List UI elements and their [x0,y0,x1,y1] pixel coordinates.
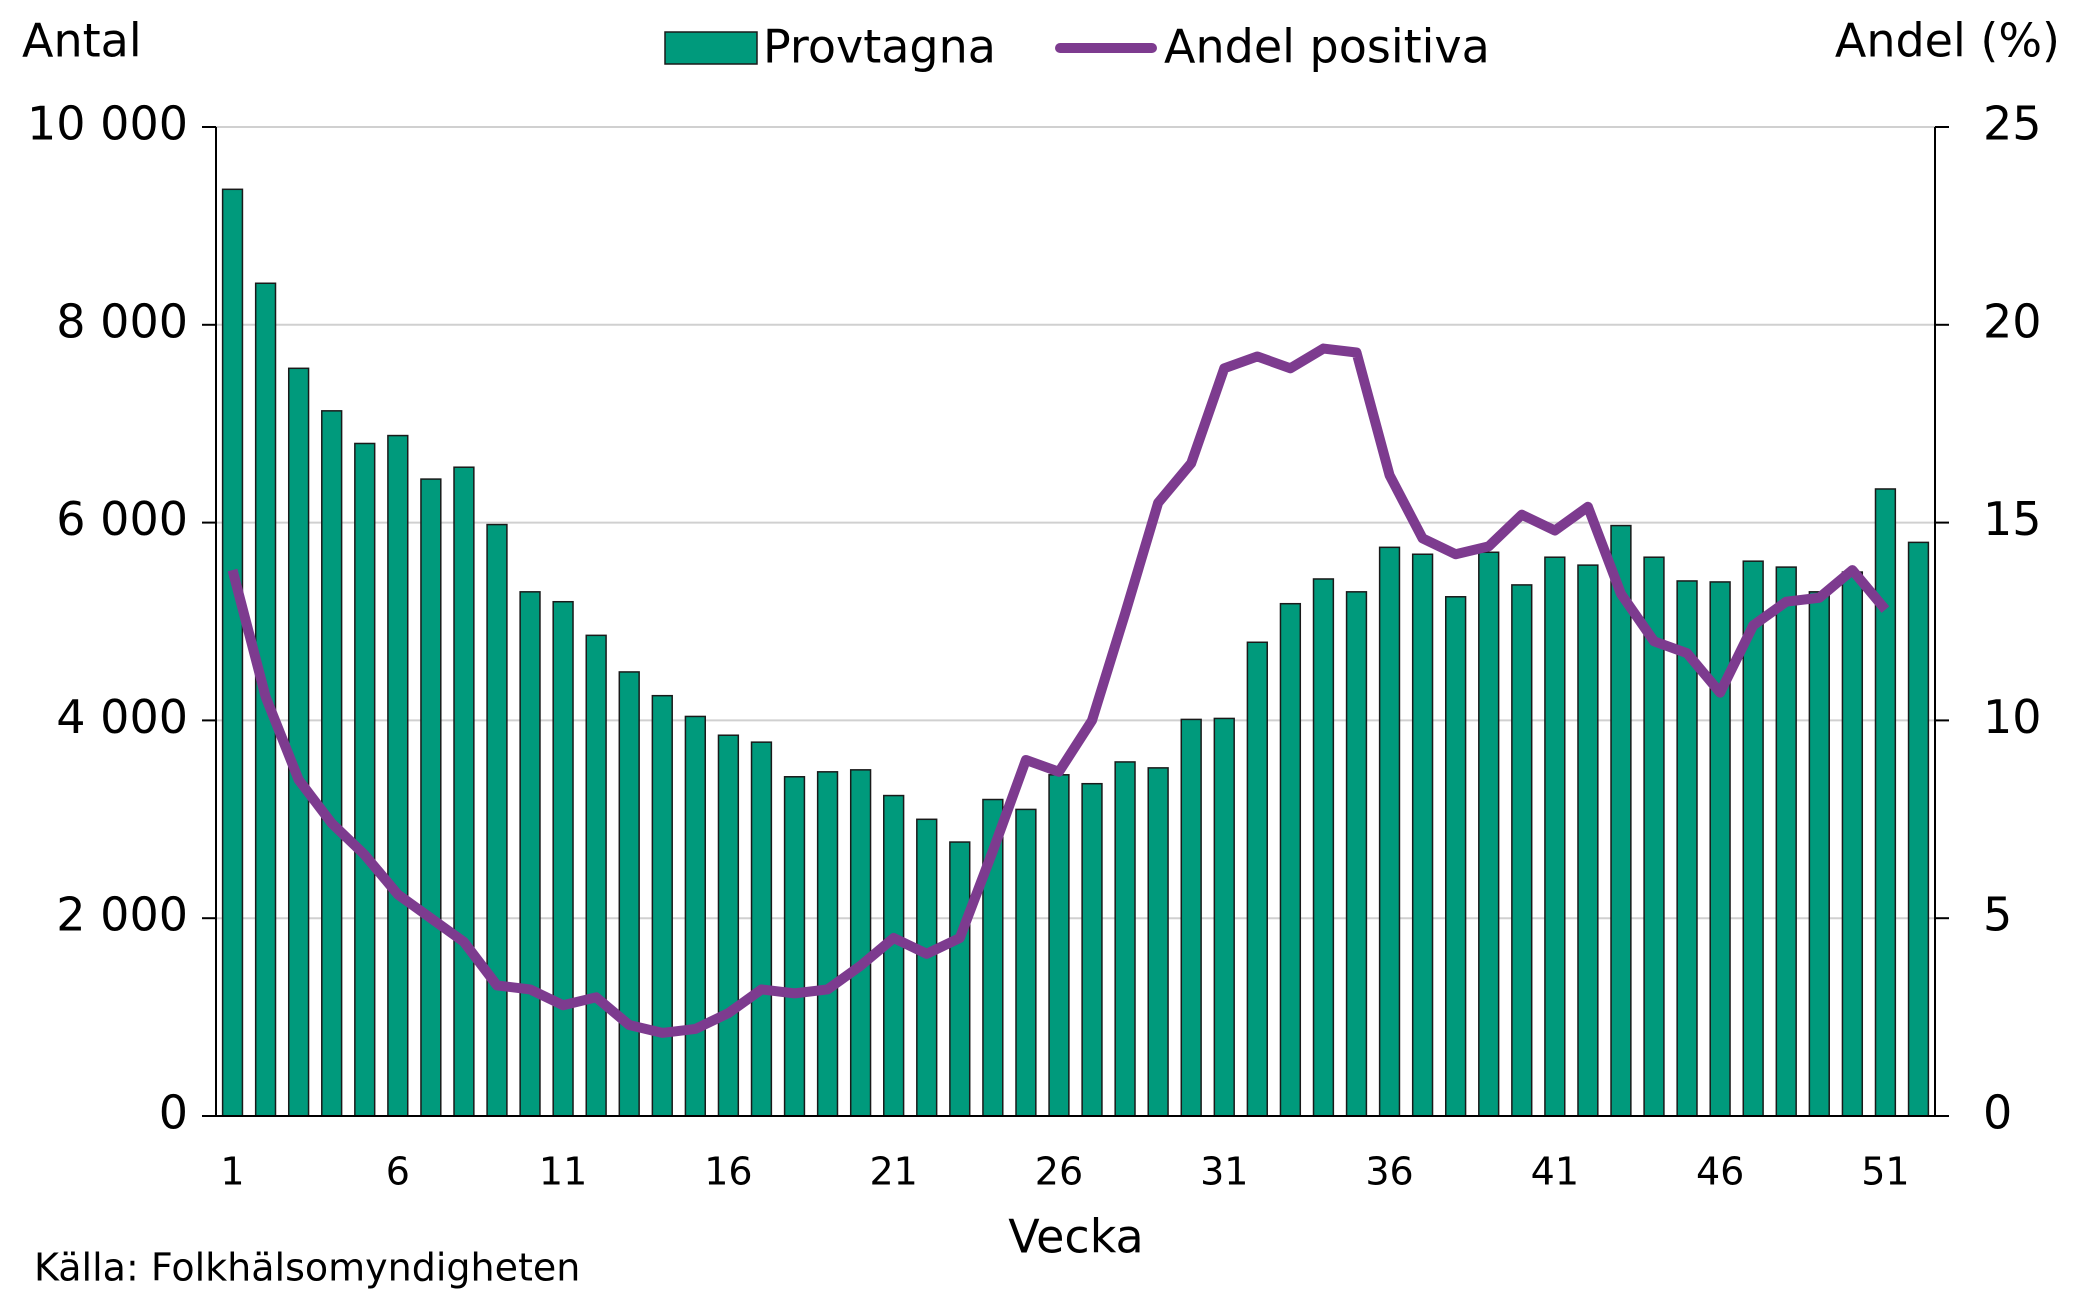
x-tick-label: 1 [220,1150,244,1194]
y2-tick-label: 0 [1983,1086,2012,1140]
bar [1114,761,1136,1117]
bar [1279,602,1302,1117]
bar [585,634,607,1117]
bar [1378,546,1401,1117]
bar [750,741,773,1117]
x-tick-label: 46 [1696,1150,1744,1194]
y-tick-label: 8 000 [56,294,188,348]
y-tick-label: 10 000 [27,97,188,151]
legend-label: Andel positiva [1164,20,1490,74]
legend-swatch [664,31,758,65]
bar [1775,566,1797,1117]
bar [1709,581,1731,1117]
bar [1081,782,1103,1117]
x-tick-label: 31 [1200,1150,1248,1194]
bar [486,523,508,1117]
bar [1048,774,1070,1117]
y2-tick-label: 10 [1983,690,2042,744]
x-axis-title: Vecka [1008,1210,1144,1264]
bar [1015,808,1037,1117]
y2-tick-label: 25 [1983,97,2042,151]
bar [1213,717,1235,1117]
y-tick-label: 2 000 [56,888,188,942]
bar [618,671,640,1117]
bar [1246,641,1268,1117]
bar [1147,767,1169,1117]
bar [1312,578,1335,1117]
bar [221,188,244,1117]
bar [1907,541,1930,1117]
y-tick-label: 4 000 [56,690,188,744]
bar [1544,556,1566,1117]
bar [1610,524,1632,1117]
bar [916,818,938,1117]
x-tick-label: 6 [386,1150,410,1194]
y-tick-label: 0 [159,1086,188,1140]
legend-label: Provtagna [763,20,996,74]
y2-tick-label: 20 [1983,294,2042,348]
bar [684,715,707,1117]
x-tick-label: 41 [1531,1150,1579,1194]
bar [1444,596,1467,1117]
bar [1808,591,1830,1117]
x-tick-label: 51 [1861,1150,1909,1194]
bar [651,694,673,1117]
bar [354,442,376,1117]
bar [552,600,574,1117]
source-note: Källa: Folkhälsomyndigheten [34,1246,580,1290]
bar [1841,571,1864,1117]
x-tick-label: 26 [1035,1150,1083,1194]
bar [1345,591,1368,1117]
bar [1411,553,1434,1117]
y2-tick-label: 15 [1983,492,2042,546]
x-tick-label: 36 [1365,1150,1413,1194]
line [227,343,1890,1038]
y-axis-title: Antal [22,14,142,68]
x-tick-label: 16 [704,1150,752,1194]
bar [849,769,872,1117]
bar [816,771,839,1117]
bar [1874,488,1897,1117]
bar [949,841,971,1117]
bar [1478,551,1500,1117]
bar [387,434,409,1117]
y2-axis-title: Andel (%) [1835,14,2060,68]
y2-tick-label: 5 [1983,888,2012,942]
bar [1180,718,1202,1117]
x-tick-label: 21 [870,1150,918,1194]
bar [883,794,905,1117]
bar [783,776,806,1117]
bar [287,367,310,1117]
bar [420,478,442,1117]
bar [453,466,475,1117]
x-tick-label: 11 [539,1150,587,1194]
bar [717,734,740,1117]
y-tick-label: 6 000 [56,492,188,546]
bar [1511,584,1533,1117]
bar [321,410,343,1117]
bar [519,591,541,1117]
bar [1577,564,1599,1117]
